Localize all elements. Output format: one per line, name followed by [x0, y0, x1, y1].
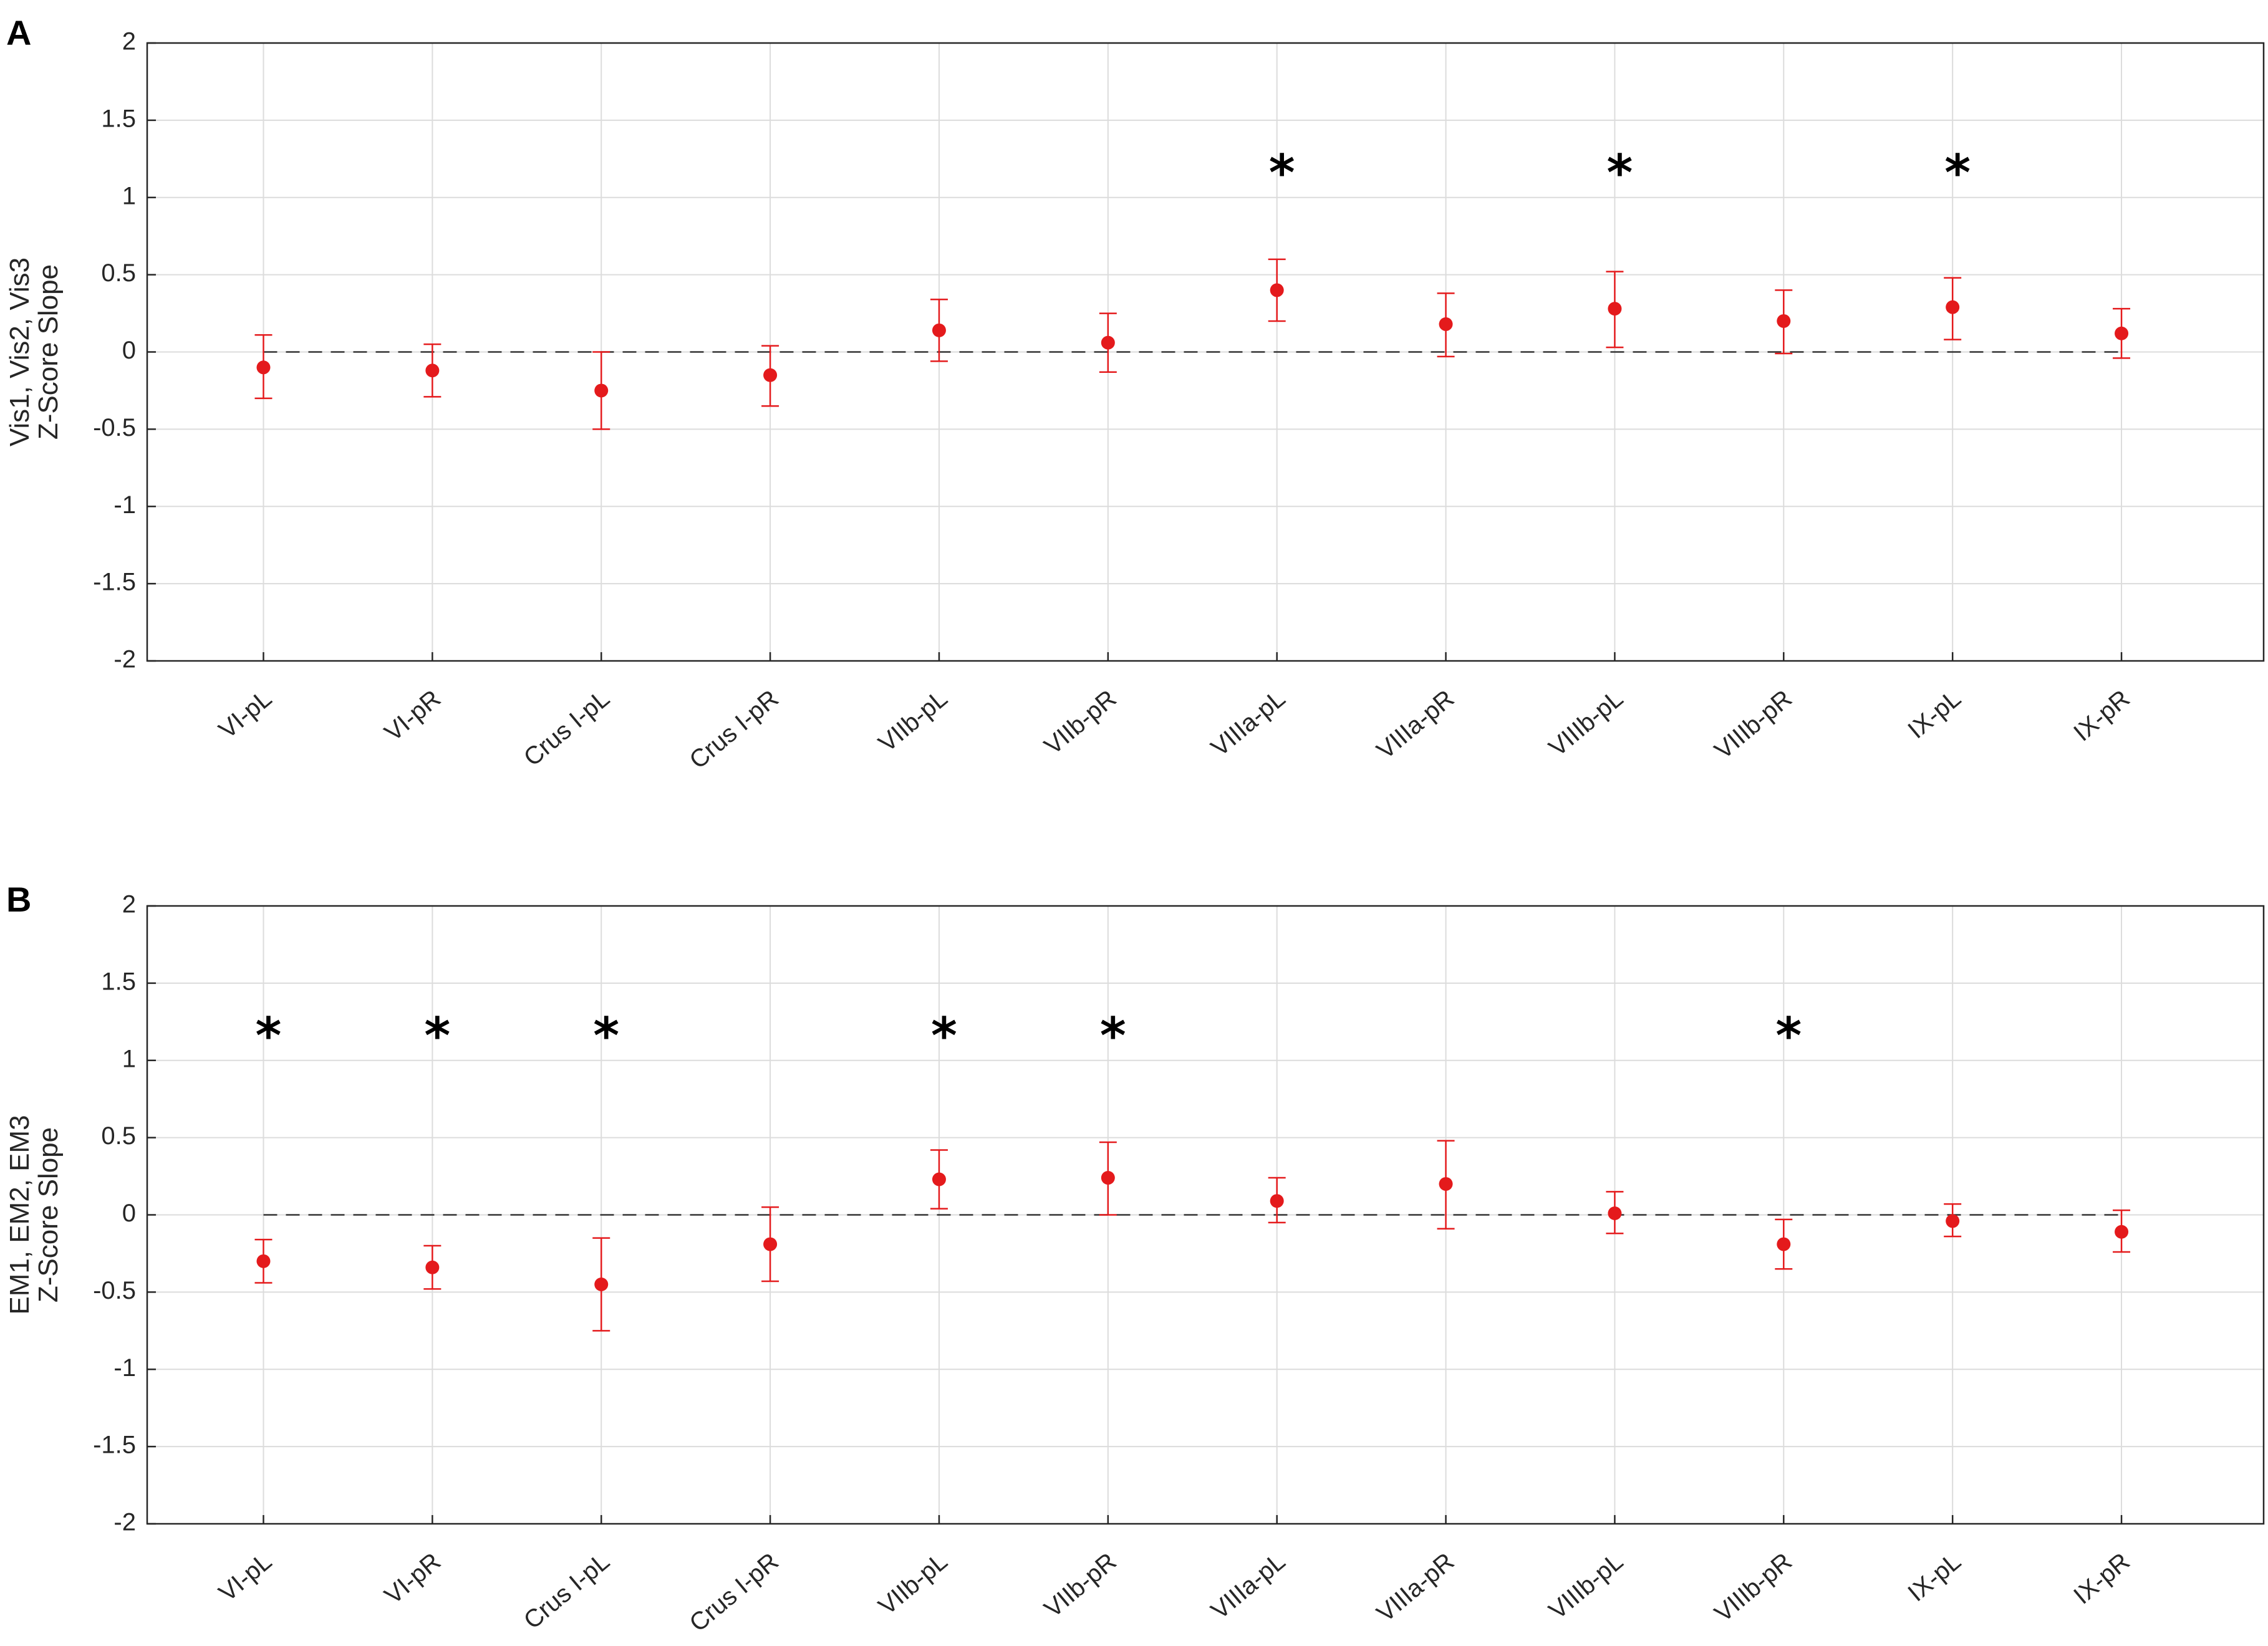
data-point [1101, 335, 1115, 350]
x-tick-label: VIIIb-pL [1544, 685, 1629, 762]
panel-letter: B [6, 880, 31, 919]
x-tick-label: VIIIb-pR [1709, 1547, 1797, 1627]
data-point [1946, 300, 1960, 314]
significance-star: * [1269, 144, 1295, 202]
significance-star: * [256, 1007, 282, 1065]
y-tick-label: -0.5 [93, 414, 136, 441]
x-tick-label: IX-pL [1903, 685, 1966, 744]
y-tick-label: 0.5 [101, 1122, 136, 1150]
significance-star: * [931, 1007, 957, 1065]
data-point [1270, 283, 1284, 297]
y-tick-label: 0 [122, 1200, 136, 1227]
x-tick-label: Crus I-pL [519, 1547, 615, 1634]
y-tick-label: 2 [122, 28, 136, 55]
data-point [1101, 1171, 1115, 1185]
x-tick-label: VIIb-pR [1039, 685, 1121, 760]
data-point [1270, 1194, 1284, 1208]
y-axis-label: Z-Score Slope [33, 1127, 64, 1302]
x-tick-label: VIIb-pR [1039, 1547, 1121, 1623]
panel-b: B 2 1.5 1 0.5 0 -0.5 -1 -1.5 -2 VI-pL VI-pR Crus I-p… [4, 880, 2265, 1637]
x-tick-label: VI-pR [380, 685, 446, 746]
y-tick-label: -1.5 [93, 569, 136, 596]
data-point [425, 1260, 440, 1274]
plot-frame [146, 905, 2265, 1525]
data-point [2115, 1225, 2129, 1239]
y-tick-label: -1.5 [93, 1432, 136, 1459]
panel-letter: A [6, 13, 31, 52]
data-point [763, 1237, 778, 1251]
data-point [594, 1277, 609, 1291]
x-tick-label: IX-pR [2068, 1547, 2135, 1609]
significance-star: * [424, 1007, 450, 1065]
significance-star: * [593, 1007, 619, 1065]
data-point [932, 1172, 946, 1186]
x-tick-label: VIIb-pL [874, 685, 953, 758]
data-point [763, 368, 778, 382]
data-point [256, 360, 271, 375]
x-tick-label: VIIIa-pL [1206, 1547, 1291, 1625]
y-tick-label: -2 [113, 1509, 136, 1536]
x-tick-label: IX-pL [1903, 1547, 1966, 1607]
x-tick-label: VIIIa-pR [1372, 1547, 1460, 1627]
x-tick-label: VIIIa-pR [1372, 685, 1460, 764]
y-axis-label: Z-Score Slope [33, 264, 64, 440]
data-point [425, 363, 440, 378]
data-point [1777, 1237, 1791, 1251]
data-point [2115, 326, 2129, 340]
y-tick-label: 2 [122, 891, 136, 918]
y-tick-label: -0.5 [93, 1277, 136, 1304]
x-tick-label: VIIIb-pL [1544, 1547, 1629, 1625]
x-tick-label: VI-pR [380, 1547, 446, 1609]
y-tick-label: 1.5 [101, 105, 136, 132]
data-point [1608, 302, 1622, 316]
y-tick-label: 1.5 [101, 968, 136, 995]
y-tick-label: 1 [122, 182, 136, 209]
x-tick-label: Crus I-pL [519, 685, 615, 771]
panel-a: A 2 1.5 1 0.5 0 -0.5 -1 -1.5 -2 VI-pL VI-pR Crus I-p… [4, 13, 2265, 774]
y-tick-label: 0.5 [101, 259, 136, 287]
y-tick-label: -1 [113, 491, 136, 519]
data-point [932, 323, 946, 337]
data-point [1608, 1206, 1622, 1221]
y-axis-label: Vis1, Vis2, Vis3 [4, 257, 35, 446]
x-tick-label: VI-pL [214, 685, 277, 744]
x-tick-label: Crus I-pR [684, 1547, 783, 1637]
y-tick-label: 1 [122, 1045, 136, 1072]
x-tick-label: VIIb-pL [874, 1547, 953, 1620]
data-point [1439, 1177, 1453, 1191]
significance-star: * [1775, 1007, 1802, 1065]
x-tick-label: VIIIa-pL [1206, 685, 1291, 762]
x-tick-label: VIIIb-pR [1709, 685, 1797, 764]
x-tick-label: VI-pL [214, 1547, 277, 1607]
significance-star: * [1100, 1007, 1126, 1065]
plot-frame [146, 42, 2265, 662]
significance-star: * [1607, 144, 1633, 202]
significance-star: * [1944, 144, 1971, 202]
y-tick-label: -1 [113, 1354, 136, 1382]
y-tick-label: -2 [113, 646, 136, 673]
y-tick-label: 0 [122, 337, 136, 364]
data-point [1946, 1214, 1960, 1228]
x-tick-label: IX-pR [2068, 685, 2135, 746]
data-point [1439, 317, 1453, 331]
y-axis-label: EM1, EM2, EM3 [4, 1115, 35, 1314]
data-point [594, 383, 609, 398]
data-point [1777, 314, 1791, 328]
data-point [256, 1254, 271, 1268]
x-tick-label: Crus I-pR [684, 685, 783, 774]
